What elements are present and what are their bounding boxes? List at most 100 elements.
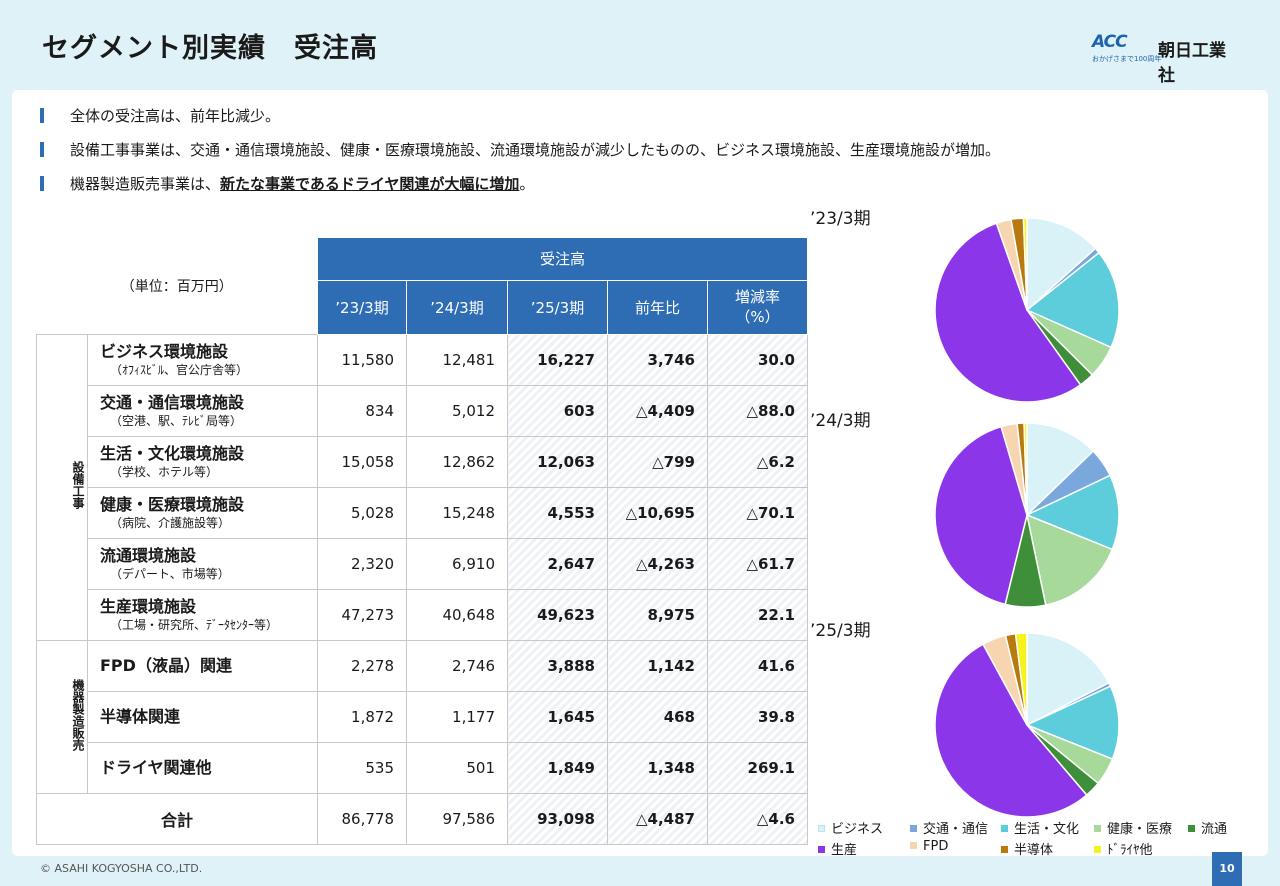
row-name: 生活・文化環境施設 （学校、ホテル等） [87, 435, 318, 488]
table-cell: 15,248 [406, 486, 508, 539]
row-subtitle: （空港、駅、ﾃﾚﾋﾞ局等） [110, 413, 243, 428]
logo-mark: ACC [1092, 32, 1128, 52]
table-cell: 30.0 [707, 333, 808, 386]
legend-swatch [1001, 846, 1008, 853]
logo-tagline: おかげさまで100周年 [1092, 55, 1162, 63]
page-number: 10 [1212, 852, 1242, 886]
legend-label: 半導体 [1014, 843, 1054, 858]
legend-label: ビジネス [831, 822, 884, 837]
total-cell: 97,586 [406, 792, 508, 845]
table-cell: 8,975 [607, 588, 708, 641]
table-row: 設備工事 ビジネス環境施設 （ｵﾌｨｽﾋﾞﾙ、官公庁舎等） 11,580 12,481 1… [36, 333, 808, 641]
row-name: 健康・医療環境施設 （病院、介護施設等） [87, 486, 318, 539]
row-title: 生活・文化環境施設 [100, 443, 245, 463]
legend-item: 交通・通信 [910, 818, 988, 837]
legend-swatch [1094, 825, 1101, 832]
table-cell: 5,012 [406, 384, 508, 437]
table-cell: 2,278 [317, 639, 407, 692]
table-cell: 12,063 [507, 435, 608, 488]
legend-item: 健康・医療 [1094, 818, 1172, 837]
total-cell: 93,098 [507, 792, 608, 845]
table-cell: 2,320 [317, 537, 407, 590]
pie-slice [934, 425, 1028, 606]
row-subtitle: （デパート、市場等） [110, 566, 230, 581]
table-cell: 2,647 [507, 537, 608, 590]
table-cell: 49,623 [507, 588, 608, 641]
copyright: © ASAHI KOGYOSHA CO.,LTD. [40, 862, 203, 875]
table-row: 生産環境施設 （工場・研究所、ﾃﾞｰﾀｾﾝﾀｰ等） 47,273 40,648 49,6… [37, 588, 808, 641]
pie-chart [934, 422, 1120, 608]
table-row: 機器製造販売 FPD（液晶）関連 2,278 2,746 3,888 1,142 41.6 [36, 639, 808, 794]
table-cell: 1,645 [507, 690, 608, 743]
table-cell: 1,142 [607, 639, 708, 692]
table-cell: △70.1 [707, 486, 808, 539]
table-cell: 15,058 [317, 435, 407, 488]
row-name: ドライヤ関連他 [87, 741, 318, 794]
table-cell: 47,273 [317, 588, 407, 641]
bullet-text: 設備工事事業は、交通・通信環境施設、健康・医療環境施設、流通環境施設が減少したも… [70, 141, 1001, 159]
slide-header: セグメント別実績 受注高 ACC おかげさまで100周年 朝日工業社 [0, 0, 1280, 90]
pie-slice [1025, 474, 1120, 551]
legend-swatch [910, 825, 917, 832]
table-cell: 1,872 [317, 690, 407, 743]
table-cell: 12,862 [406, 435, 508, 488]
pie-slice [1026, 217, 1097, 312]
orders-table: （単位：百万円） 受注高 ’23/3期 ’24/3期 ’25/3期 前年比 増減… [36, 238, 808, 845]
row-subtitle: （工場・研究所、ﾃﾞｰﾀｾﾝﾀｰ等） [110, 617, 279, 632]
table-row: 生活・文化環境施設 （学校、ホテル等） 15,058 12,862 12,063 △799… [37, 435, 808, 488]
table-cell: 1,177 [406, 690, 508, 743]
legend-swatch [910, 842, 917, 849]
legend-swatch [1001, 825, 1008, 832]
table-cell: 501 [406, 741, 508, 794]
legend-item: ﾄﾞﾗｲﾔ他 [1094, 839, 1153, 858]
col-header: 前年比 [607, 280, 708, 335]
row-name: 半導体関連 [87, 690, 318, 743]
segment-label: 機器製造販売 [36, 639, 88, 794]
pie-slice [1025, 513, 1114, 606]
legend-label: 健康・医療 [1107, 822, 1173, 837]
row-subtitle: （ｵﾌｨｽﾋﾞﾙ、官公庁舎等） [110, 362, 249, 377]
pie-slice [1022, 217, 1028, 311]
pie-chart [934, 632, 1120, 818]
table-row: 健康・医療環境施設 （病院、介護施設等） 5,028 15,248 4,553 △10,6… [37, 486, 808, 539]
total-cell: △4.6 [707, 792, 808, 845]
table-row: ドライヤ関連他 535 501 1,849 1,348 269.1 [37, 741, 808, 794]
table-cell: △10,695 [607, 486, 708, 539]
pie-slice [1025, 685, 1120, 761]
table-cell: 39.8 [707, 690, 808, 743]
table-cell: 5,028 [317, 486, 407, 539]
bullet-emphasis: 新たな事業であるドライヤ関連が大幅に増加 [220, 175, 520, 193]
row-name: FPD（液晶）関連 [87, 639, 318, 692]
bullet-text: 全体の受注高は、前年比減少。 [70, 107, 281, 125]
legend-label: 生産 [831, 843, 858, 858]
row-name: ビジネス環境施設 （ｵﾌｨｽﾋﾞﾙ、官公庁舎等） [87, 333, 318, 386]
table-cell: 535 [317, 741, 407, 794]
table-cell: 468 [607, 690, 708, 743]
table-row: 流通環境施設 （デパート、市場等） 2,320 6,910 2,647 △4,263 △61… [37, 537, 808, 590]
pie-title: ’24/3期 [810, 411, 871, 431]
table-cell: 834 [317, 384, 407, 437]
row-name: 生産環境施設 （工場・研究所、ﾃﾞｰﾀｾﾝﾀｰ等） [87, 588, 318, 641]
table-cell: △88.0 [707, 384, 808, 437]
bullet-tail: 。 [519, 175, 535, 193]
pie-title: ’23/3期 [810, 209, 871, 229]
pie-slice [1014, 632, 1028, 726]
legend-swatch [1188, 825, 1195, 832]
row-subtitle: （学校、ホテル等） [110, 464, 219, 479]
page-title: セグメント別実績 受注高 [42, 33, 378, 64]
pie-title: ’25/3期 [810, 621, 871, 641]
group-header: 受注高 [317, 238, 808, 281]
pie-slice [1026, 422, 1095, 517]
col-header: ’25/3期 [507, 280, 608, 335]
pie-slice [1026, 632, 1110, 727]
legend-label: 生活・文化 [1014, 822, 1080, 837]
legend-item: 流通 [1188, 818, 1227, 837]
row-title: FPD（液晶）関連 [100, 655, 232, 675]
table-cell: 11,580 [317, 333, 407, 386]
row-title: 健康・医療環境施設 [100, 494, 245, 514]
segment-text: 機器製造販売 [71, 678, 85, 751]
col-header: ’23/3期 [317, 280, 407, 335]
bullet-item: 全体の受注高は、前年比減少。 [40, 104, 1000, 138]
row-name: 流通環境施設 （デパート、市場等） [87, 537, 318, 590]
table-cell: 3,746 [607, 333, 708, 386]
